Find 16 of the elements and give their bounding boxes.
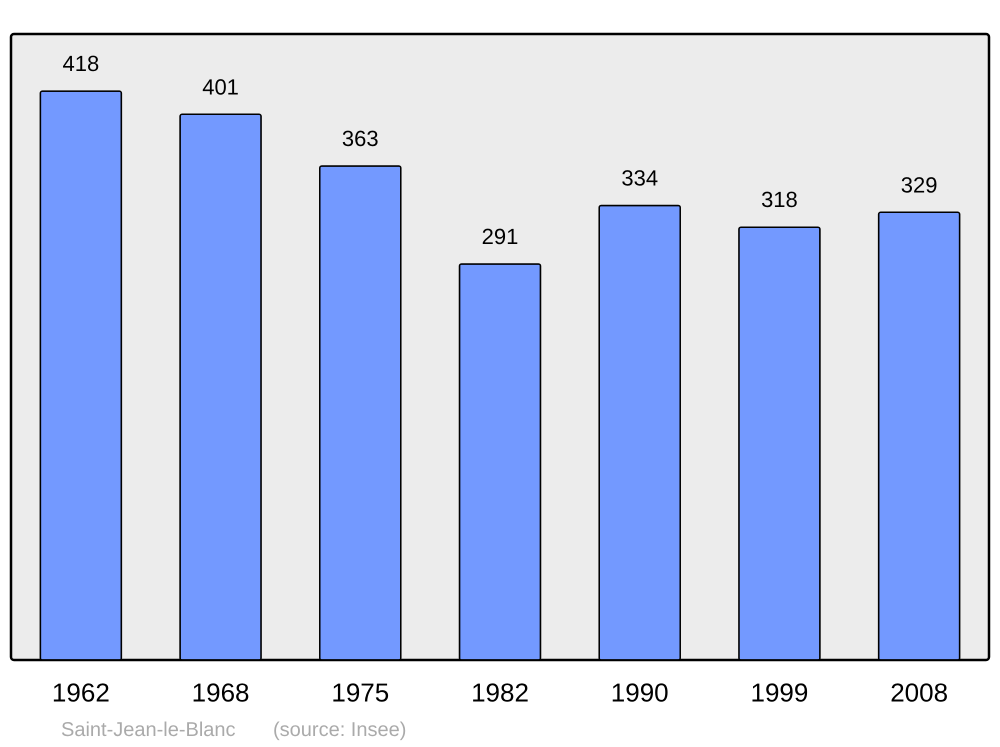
x-tick-label: 1962 bbox=[52, 678, 110, 708]
x-tick-label: 1990 bbox=[610, 678, 669, 708]
x-tick-label: 1982 bbox=[471, 678, 529, 708]
x-tick-label: 1975 bbox=[331, 678, 390, 708]
text: Saint-Jean-le-Blanc bbox=[61, 719, 236, 741]
data-label: 329 bbox=[900, 172, 938, 198]
x-tick-label: 2008 bbox=[890, 678, 948, 708]
data-label: 418 bbox=[62, 51, 100, 76]
data-label: 334 bbox=[621, 165, 658, 190]
x-tick-label: 1999 bbox=[750, 678, 808, 708]
data-label: 291 bbox=[482, 224, 518, 249]
text: (source: Insee) bbox=[273, 719, 406, 741]
data-label: 401 bbox=[202, 74, 239, 100]
data-label: 363 bbox=[342, 126, 379, 152]
x-tick-label: 1968 bbox=[192, 678, 250, 708]
data-label: 318 bbox=[761, 187, 798, 212]
